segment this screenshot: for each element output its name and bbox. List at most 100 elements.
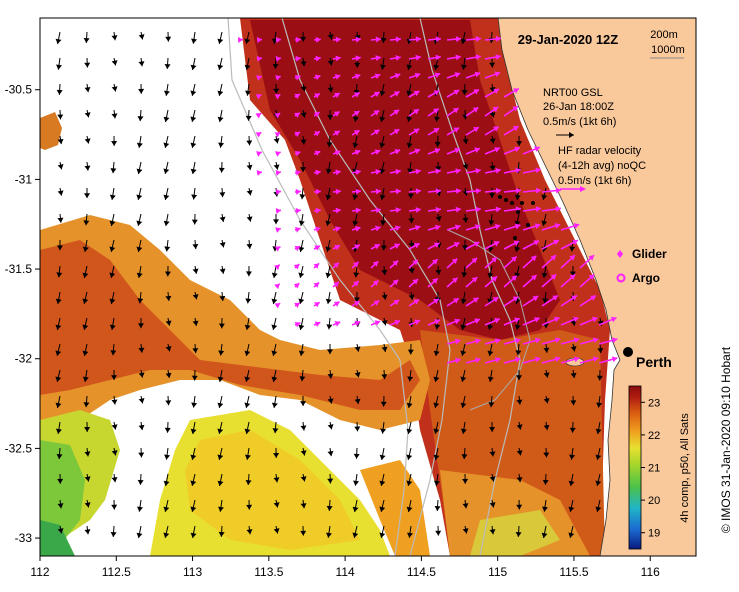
model-arrow <box>84 499 91 508</box>
radar-arrow <box>370 129 380 136</box>
radar-scale-arrow <box>560 186 586 192</box>
radar-arrow <box>503 105 519 117</box>
model-arrow <box>217 57 224 70</box>
radar-arrow <box>293 263 300 270</box>
model-arrow <box>407 343 414 355</box>
model-arrow <box>246 525 253 535</box>
radar-arrow <box>560 273 576 288</box>
radar-arrow <box>332 92 341 99</box>
model-arrow <box>379 473 386 487</box>
plot-frame <box>39 17 697 557</box>
model-arrow <box>84 187 91 199</box>
radar-arrow <box>427 54 441 61</box>
radar-arrow <box>332 226 341 232</box>
model-arrow <box>137 499 143 512</box>
model-arrow <box>138 395 145 404</box>
radar-arrow <box>446 188 461 195</box>
radar-arrow <box>560 239 579 250</box>
radar-label-line2: (4-12h avg) noQC <box>558 160 646 172</box>
radar-arrow <box>503 146 521 155</box>
model-arrow <box>434 109 441 122</box>
model-arrow <box>352 525 359 539</box>
model-label-line3: 0.5m/s (1kt 6h) <box>543 116 616 128</box>
model-arrow <box>110 161 117 174</box>
radar-arrow <box>389 148 401 155</box>
model-arrow <box>273 135 280 144</box>
radar-arrow <box>541 206 561 212</box>
model-arrow <box>138 369 145 378</box>
model-arrow <box>219 239 226 248</box>
radar-arrow <box>332 321 341 327</box>
radar-arrow <box>541 223 561 231</box>
model-arrow <box>165 369 172 379</box>
model-arrow <box>514 317 521 331</box>
model-arrow <box>56 447 63 460</box>
model-arrow <box>462 135 469 145</box>
radar-arrow <box>427 148 441 155</box>
model-arrow <box>56 83 63 95</box>
model-arrow <box>595 421 602 435</box>
x-tick-label: 115.5 <box>559 565 588 579</box>
argo-legend: Argo <box>616 271 660 285</box>
radar-arrow <box>389 279 399 288</box>
model-arrow <box>271 317 278 330</box>
model-arrow <box>596 395 603 408</box>
model-arrow <box>82 317 89 330</box>
radar-arrow <box>446 107 460 117</box>
model-arrow <box>273 525 280 534</box>
model-arrow <box>381 291 388 300</box>
model-arrow <box>165 343 172 352</box>
model-arrow <box>570 369 577 379</box>
perth-marker <box>623 347 633 357</box>
model-arrow <box>406 499 413 513</box>
radar-arrow <box>427 188 441 195</box>
model-arrow <box>435 525 442 536</box>
model-arrow <box>218 135 225 148</box>
radar-arrow <box>503 240 520 250</box>
model-arrow <box>136 187 143 200</box>
radar-arrow <box>313 207 321 214</box>
model-arrow <box>245 83 252 96</box>
radar-arrow <box>484 106 499 117</box>
model-arrow <box>433 421 440 434</box>
y-tick-label: -33 <box>15 531 33 545</box>
model-arrow <box>298 239 305 253</box>
radar-arrow <box>598 356 618 364</box>
radar-arrow <box>389 54 401 61</box>
radar-arrow <box>465 357 481 364</box>
radar-arrow <box>541 187 561 194</box>
radar-arrow <box>427 72 441 79</box>
radar-arrow <box>313 130 321 137</box>
model-arrow <box>354 369 361 378</box>
radar-arrow <box>351 36 361 43</box>
model-arrow <box>353 473 360 486</box>
model-arrow <box>84 57 91 68</box>
model-arrow <box>489 525 496 535</box>
radar-arrow <box>255 112 262 119</box>
radar-arrow <box>446 338 461 345</box>
model-arrow <box>273 447 280 458</box>
model-arrow <box>272 57 279 69</box>
contour-1000m <box>227 18 409 556</box>
model-arrow <box>406 447 413 460</box>
model-arrow <box>299 369 306 382</box>
model-arrow <box>298 291 305 304</box>
model-arrow <box>433 57 440 71</box>
model-arrow <box>406 83 413 96</box>
model-arrow <box>109 239 116 252</box>
sst-west-red <box>40 240 420 410</box>
radar-arrow <box>579 356 599 364</box>
radar-arrow <box>370 320 381 326</box>
model-arrow <box>407 525 413 538</box>
radar-arrow <box>294 36 301 43</box>
radar-arrow <box>256 151 262 157</box>
model-arrow <box>543 421 550 431</box>
model-arrow <box>326 317 333 330</box>
model-arrow <box>433 473 440 486</box>
model-arrow <box>110 343 117 356</box>
model-arrow <box>164 421 171 433</box>
x-tick-label: 115 <box>488 565 507 579</box>
radar-arrow <box>408 259 419 269</box>
radar-arrow <box>275 208 282 214</box>
glider-legend-icon <box>617 250 623 258</box>
